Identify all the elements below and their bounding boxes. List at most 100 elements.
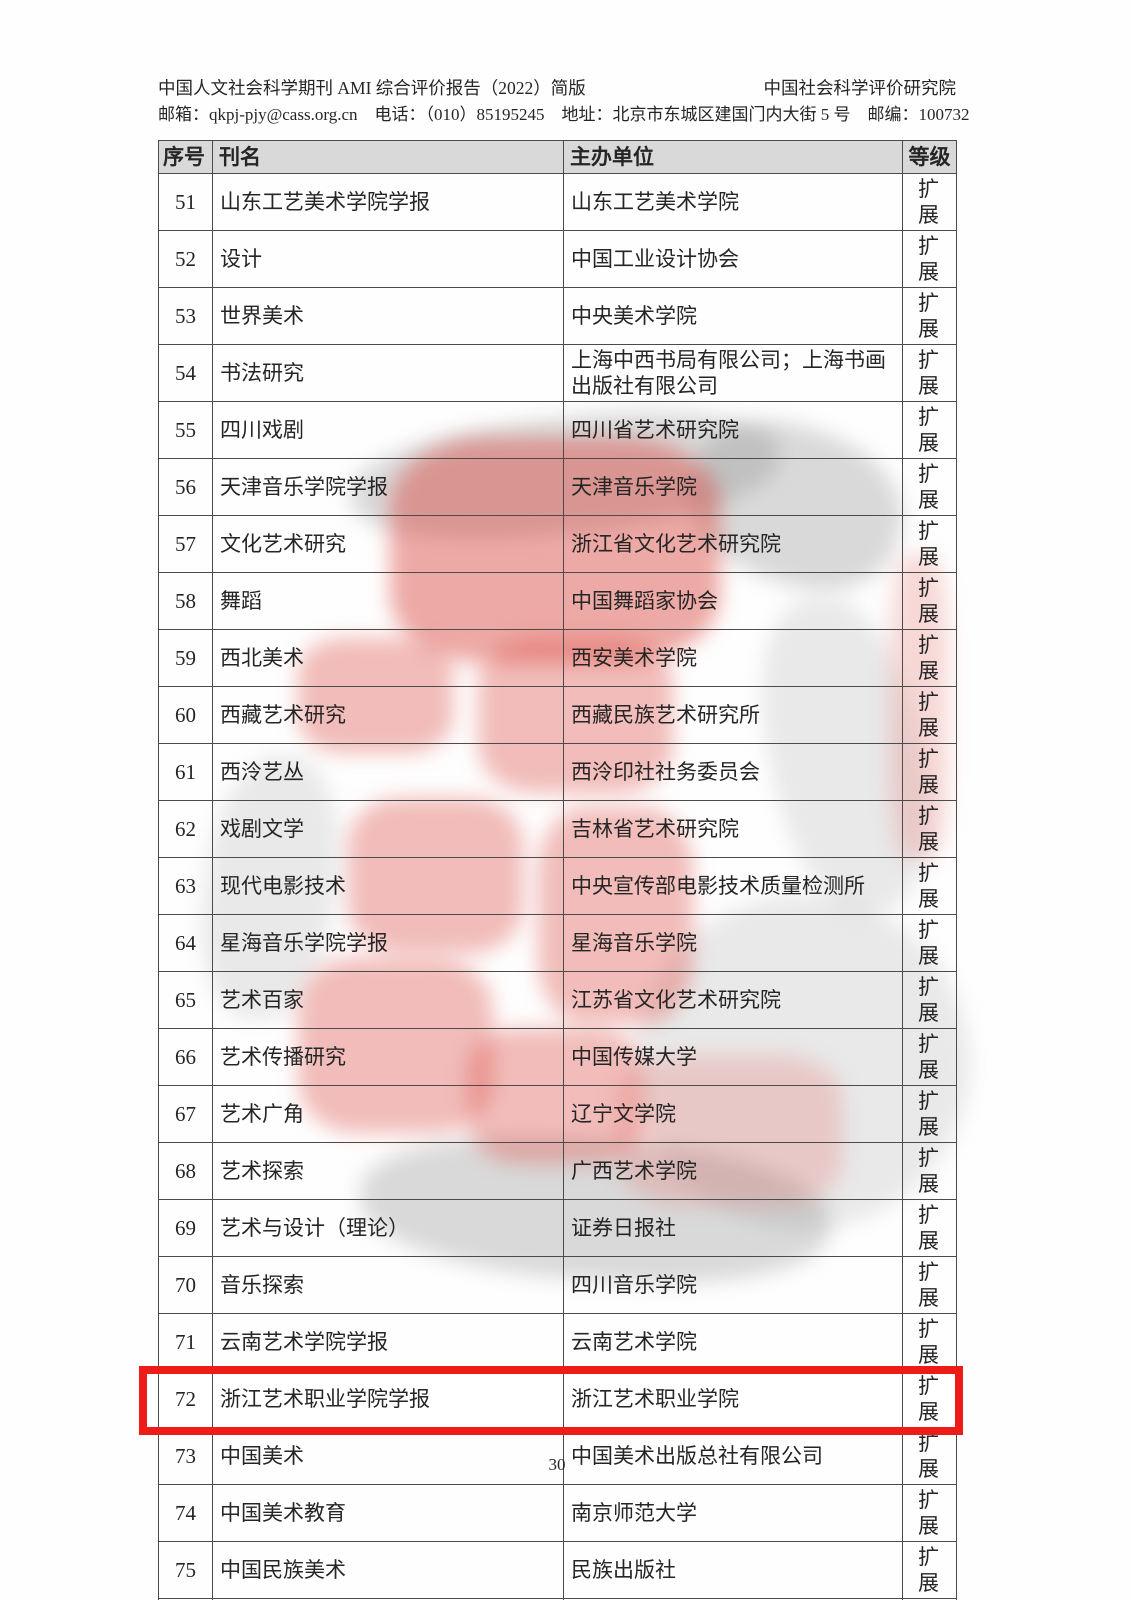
row-no: 63 [158, 857, 213, 915]
row-no: 51 [158, 173, 213, 231]
row-grade: 扩展 [902, 344, 957, 402]
row-organizer: 吉林省艺术研究院 [563, 800, 903, 858]
row-organizer: 云南艺术学院 [563, 1313, 903, 1371]
row-journal: 艺术与设计（理论） [212, 1199, 564, 1257]
row-grade: 扩展 [902, 572, 957, 630]
table-row: 66 艺术传播研究 中国传媒大学 扩展 [158, 1028, 957, 1086]
table-row: 58 舞蹈 中国舞蹈家协会 扩展 [158, 572, 957, 630]
row-organizer: 中国传媒大学 [563, 1028, 903, 1086]
row-no: 68 [158, 1142, 213, 1200]
row-journal: 戏剧文学 [212, 800, 564, 858]
row-grade: 扩展 [902, 857, 957, 915]
row-grade: 扩展 [902, 1256, 957, 1314]
row-grade: 扩展 [902, 971, 957, 1029]
row-grade: 扩展 [902, 1598, 957, 1600]
row-organizer: 辽宁文学院 [563, 1085, 903, 1143]
row-organizer: 证券日报社 [563, 1199, 903, 1257]
row-organizer: 上海中西书局有限公司；上海书画出版社有限公司 [563, 344, 903, 402]
table-row: 75 中国民族美术 民族出版社 扩展 [158, 1541, 957, 1599]
journal-table-wrap: 序号 刊名 主办单位 等级 51 山东工艺美术学院学报 山东工艺美术学院 扩展 … [158, 140, 957, 1600]
row-journal: 现代电影技术 [212, 857, 564, 915]
row-journal: 山东工艺美术学院学报 [212, 173, 564, 231]
row-grade: 扩展 [902, 1313, 957, 1371]
row-grade: 扩展 [902, 629, 957, 687]
row-no: 67 [158, 1085, 213, 1143]
row-organizer: 中国美术出版总社有限公司 [563, 1427, 903, 1485]
table-row: 55 四川戏剧 四川省艺术研究院 扩展 [158, 401, 957, 459]
row-no: 69 [158, 1199, 213, 1257]
row-journal: 星海音乐学院学报 [212, 914, 564, 972]
row-organizer: 中央宣传部电影技术质量检测所 [563, 857, 903, 915]
row-organizer: 中国工业设计协会 [563, 230, 903, 288]
row-journal: 中国民族美术 [212, 1541, 564, 1599]
row-organizer: 西藏民族艺术研究所 [563, 686, 903, 744]
row-no: 54 [158, 344, 213, 402]
table-row: 65 艺术百家 江苏省文化艺术研究院 扩展 [158, 971, 957, 1029]
table-row: 60 西藏艺术研究 西藏民族艺术研究所 扩展 [158, 686, 957, 744]
row-organizer: 广西艺术学院 [563, 1142, 903, 1200]
row-no: 59 [158, 629, 213, 687]
row-no: 53 [158, 287, 213, 345]
row-organizer: 中央美术学院 [563, 287, 903, 345]
row-journal: 天津音乐学院学报 [212, 458, 564, 516]
table-row: 51 山东工艺美术学院学报 山东工艺美术学院 扩展 [158, 173, 957, 231]
row-grade: 扩展 [902, 401, 957, 459]
row-organizer: 天津音乐学院 [563, 458, 903, 516]
row-no: 74 [158, 1484, 213, 1542]
contact-line: 邮箱：qkpj-pjy@cass.org.cn 电话：（010）85195245… [158, 105, 970, 124]
row-no: 70 [158, 1256, 213, 1314]
row-journal: 西藏艺术研究 [212, 686, 564, 744]
doc-header: 中国人文社会科学期刊 AMI 综合评价报告（2022）简版 中国社会科学评价研究… [158, 76, 970, 127]
row-grade: 扩展 [902, 1199, 957, 1257]
row-grade: 扩展 [902, 743, 957, 801]
row-organizer: 西安美术学院 [563, 629, 903, 687]
row-no: 64 [158, 914, 213, 972]
row-no: 66 [158, 1028, 213, 1086]
row-journal: 艺术广角 [212, 1085, 564, 1143]
row-organizer: 四川省艺术研究院 [563, 401, 903, 459]
row-no: 52 [158, 230, 213, 288]
table-row: 72 浙江艺术职业学院学报 浙江艺术职业学院 扩展 [158, 1370, 957, 1428]
row-organizer: 中国舞蹈家协会 [563, 572, 903, 630]
row-journal: 艺术传播研究 [212, 1028, 564, 1086]
table-row: 53 世界美术 中央美术学院 扩展 [158, 287, 957, 345]
institute-name: 中国社会科学评价研究院 [763, 78, 957, 98]
table-row: 70 音乐探索 四川音乐学院 扩展 [158, 1256, 957, 1314]
row-journal: 中国美术 [212, 1427, 564, 1485]
row-grade: 扩展 [902, 173, 957, 231]
row-organizer: 山东工艺美术学院 [563, 173, 903, 231]
row-grade: 扩展 [902, 1427, 957, 1485]
table-row: 71 云南艺术学院学报 云南艺术学院 扩展 [158, 1313, 957, 1371]
row-no: 72 [158, 1370, 213, 1428]
table-row: 52 设计 中国工业设计协会 扩展 [158, 230, 957, 288]
row-organizer: 江苏省文化艺术研究院 [563, 971, 903, 1029]
table-row: 69 艺术与设计（理论） 证券日报社 扩展 [158, 1199, 957, 1257]
row-grade: 扩展 [902, 1142, 957, 1200]
row-grade: 扩展 [902, 1370, 957, 1428]
table-row: 54 书法研究 上海中西书局有限公司；上海书画出版社有限公司 扩展 [158, 344, 957, 402]
row-no: 60 [158, 686, 213, 744]
row-journal: 文化艺术研究 [212, 515, 564, 573]
table-row: 68 艺术探索 广西艺术学院 扩展 [158, 1142, 957, 1200]
row-journal: 世界美术 [212, 287, 564, 345]
row-journal: 设计 [212, 230, 564, 288]
table-row: 57 文化艺术研究 浙江省文化艺术研究院 扩展 [158, 515, 957, 573]
row-grade: 扩展 [902, 1484, 957, 1542]
header-grade: 等级 [902, 140, 957, 174]
row-organizer: 浙江艺术职业学院 [563, 1370, 903, 1428]
table-row: 73 中国美术 中国美术出版总社有限公司 扩展 [158, 1427, 957, 1485]
row-journal: 艺术探索 [212, 1142, 564, 1200]
table-row: 59 西北美术 西安美术学院 扩展 [158, 629, 957, 687]
table-row: 56 天津音乐学院学报 天津音乐学院 扩展 [158, 458, 957, 516]
row-no: 71 [158, 1313, 213, 1371]
table-row: 61 西泠艺丛 西泠印社社务委员会 扩展 [158, 743, 957, 801]
journal-table: 序号 刊名 主办单位 等级 51 山东工艺美术学院学报 山东工艺美术学院 扩展 … [158, 140, 957, 1600]
table-row: 63 现代电影技术 中央宣传部电影技术质量检测所 扩展 [158, 857, 957, 915]
row-journal: 音乐探索 [212, 1256, 564, 1314]
row-no: 61 [158, 743, 213, 801]
row-grade: 扩展 [902, 1085, 957, 1143]
row-grade: 扩展 [902, 1541, 957, 1599]
table-row: 76 中国书画 经济日报社 扩展 [158, 1598, 957, 1600]
page-footer: 30 [158, 1455, 956, 1475]
